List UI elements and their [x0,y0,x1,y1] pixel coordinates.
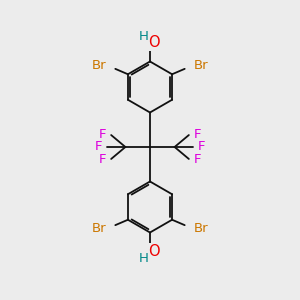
Text: F: F [194,128,201,141]
Text: O: O [148,35,160,50]
Text: H: H [139,29,148,43]
Text: Br: Br [92,222,107,235]
Text: H: H [139,251,148,265]
Text: F: F [99,153,106,166]
Text: F: F [94,140,102,154]
Text: O: O [148,244,160,259]
Text: Br: Br [193,59,208,72]
Text: F: F [99,128,106,141]
Text: F: F [198,140,206,154]
Text: F: F [194,153,201,166]
Text: Br: Br [193,222,208,235]
Text: Br: Br [92,59,107,72]
